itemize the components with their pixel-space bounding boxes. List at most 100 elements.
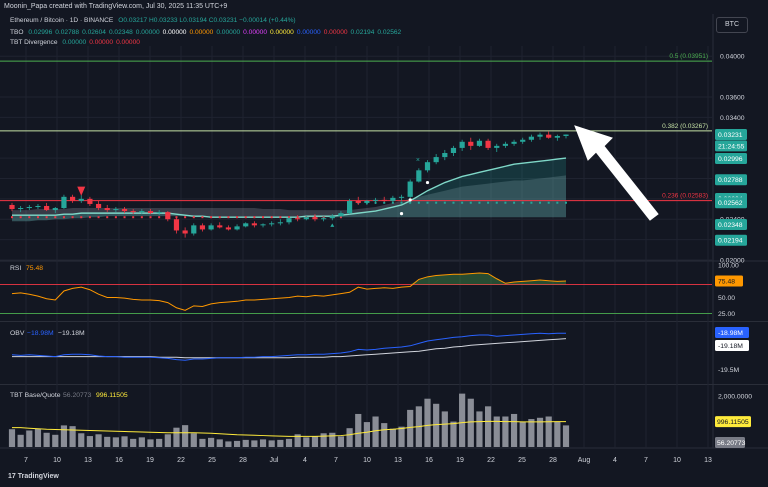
candle-body	[18, 208, 24, 210]
candle-body	[87, 198, 93, 204]
dotted-level-marker	[513, 201, 516, 204]
candle-body	[520, 139, 526, 142]
candle-body	[372, 199, 379, 201]
dotted-level-marker	[97, 216, 100, 219]
dotted-level-marker	[478, 201, 481, 204]
volume-bar	[34, 428, 42, 447]
volume-bar	[173, 427, 180, 447]
rsi-title: RSI	[10, 265, 21, 272]
volume-bar	[69, 426, 76, 447]
dotted-level-marker	[106, 216, 109, 219]
candle-body	[346, 200, 353, 214]
volume-bar	[86, 436, 94, 447]
candle-body	[433, 157, 439, 163]
volume-bar	[60, 425, 68, 447]
tbo-value: 0.02562	[377, 29, 402, 36]
candle-body	[251, 223, 257, 226]
dotted-level-marker	[45, 216, 48, 219]
dotted-level-marker	[495, 201, 498, 204]
dotted-level-marker	[158, 216, 161, 219]
tbt-divergence-name[interactable]: TBT Divergence	[10, 39, 58, 46]
price-badge-label: 0.02996	[718, 156, 743, 163]
arrow-annotation	[574, 125, 659, 221]
volume-bar	[329, 432, 336, 447]
tbo-value: 0.02194	[350, 29, 375, 36]
candle-body	[26, 207, 32, 209]
volume-bar	[190, 433, 197, 447]
volume-bar	[398, 426, 405, 447]
volume-bar	[459, 393, 466, 447]
volume-bar	[112, 437, 119, 447]
candle-body	[269, 223, 275, 225]
dotted-level-marker	[443, 201, 446, 204]
candle-body	[407, 181, 413, 197]
dotted-level-marker	[218, 216, 221, 219]
dotted-level-marker	[521, 201, 524, 204]
candle-body	[165, 212, 171, 220]
candle-body	[139, 211, 145, 213]
dotted-level-marker	[149, 216, 152, 219]
volume-bar	[441, 411, 448, 447]
volume-bar	[259, 439, 267, 447]
candle-body	[468, 141, 474, 146]
candle-body	[459, 141, 465, 148]
dotted-level-marker	[210, 216, 213, 219]
tbo-value: 0.02604	[82, 29, 106, 36]
dotted-level-marker	[279, 216, 282, 219]
volume-bar	[372, 416, 379, 447]
obv-title: OBV	[10, 330, 25, 337]
volume-bar	[147, 439, 154, 447]
fib-level-label: 0.382 (0.03267)	[662, 123, 708, 130]
dotted-level-marker	[262, 216, 265, 219]
volume-bar	[199, 438, 206, 447]
candle-body	[476, 140, 483, 146]
fib-level-label: 0.5 (0.03951)	[669, 53, 708, 60]
price-badge	[715, 219, 747, 231]
volume-bar	[43, 432, 50, 447]
volume-quote-value: 996.11505	[96, 392, 128, 399]
volume-tick-label: 2,000.0000	[718, 394, 752, 401]
candle-body	[528, 136, 534, 140]
volume-bar	[303, 437, 310, 447]
tbo-value: 0.00000	[135, 29, 160, 36]
volume-bar	[424, 398, 431, 447]
currency-button[interactable]: BTC	[716, 17, 748, 33]
dot-marker	[425, 180, 430, 185]
volume-ma-line	[12, 420, 566, 437]
candle-body	[260, 224, 266, 226]
candle-body	[277, 222, 283, 224]
candle-body	[303, 217, 309, 220]
dotted-level-marker	[140, 216, 143, 219]
obv-line	[11, 332, 566, 361]
rsi-tick-label: 25.00	[718, 311, 735, 318]
candle-body	[104, 208, 110, 211]
tbo-legend: TBO 0.02996 0.02788 0.02604 0.02348 0.00000 0…	[10, 28, 404, 38]
dotted-level-marker	[36, 216, 39, 219]
obv-ma-value: −19.18M	[58, 330, 85, 337]
x-tick-label: 22	[177, 457, 185, 464]
tbt-divergence-value: 0.00000	[62, 39, 87, 46]
dotted-level-marker	[409, 201, 412, 204]
candle-body	[381, 199, 387, 201]
obv-ma-badge	[715, 340, 749, 351]
dotted-level-marker	[227, 216, 230, 219]
x-tick-label: 19	[456, 457, 464, 464]
candle-body	[502, 143, 509, 146]
sell-signal-marker	[77, 186, 86, 196]
candle-body	[208, 225, 214, 230]
candle-body	[69, 196, 76, 201]
x-tick-label: 10	[53, 457, 61, 464]
candle-body	[450, 147, 457, 153]
dotted-level-marker	[270, 216, 273, 219]
symbol-title[interactable]: Ethereum / Bitcoin · 1D · BINANCE	[10, 17, 114, 24]
candle-body	[511, 141, 517, 144]
tbo-name[interactable]: TBO	[10, 29, 24, 36]
fib-level-label: 0.236 (0.02583)	[662, 193, 708, 200]
obv-ma-badge-label: -19.18M	[718, 343, 743, 350]
x-tick-label: 22	[487, 457, 495, 464]
dotted-level-marker	[192, 216, 195, 219]
volume-bar	[536, 417, 544, 447]
candle-body	[243, 223, 249, 227]
